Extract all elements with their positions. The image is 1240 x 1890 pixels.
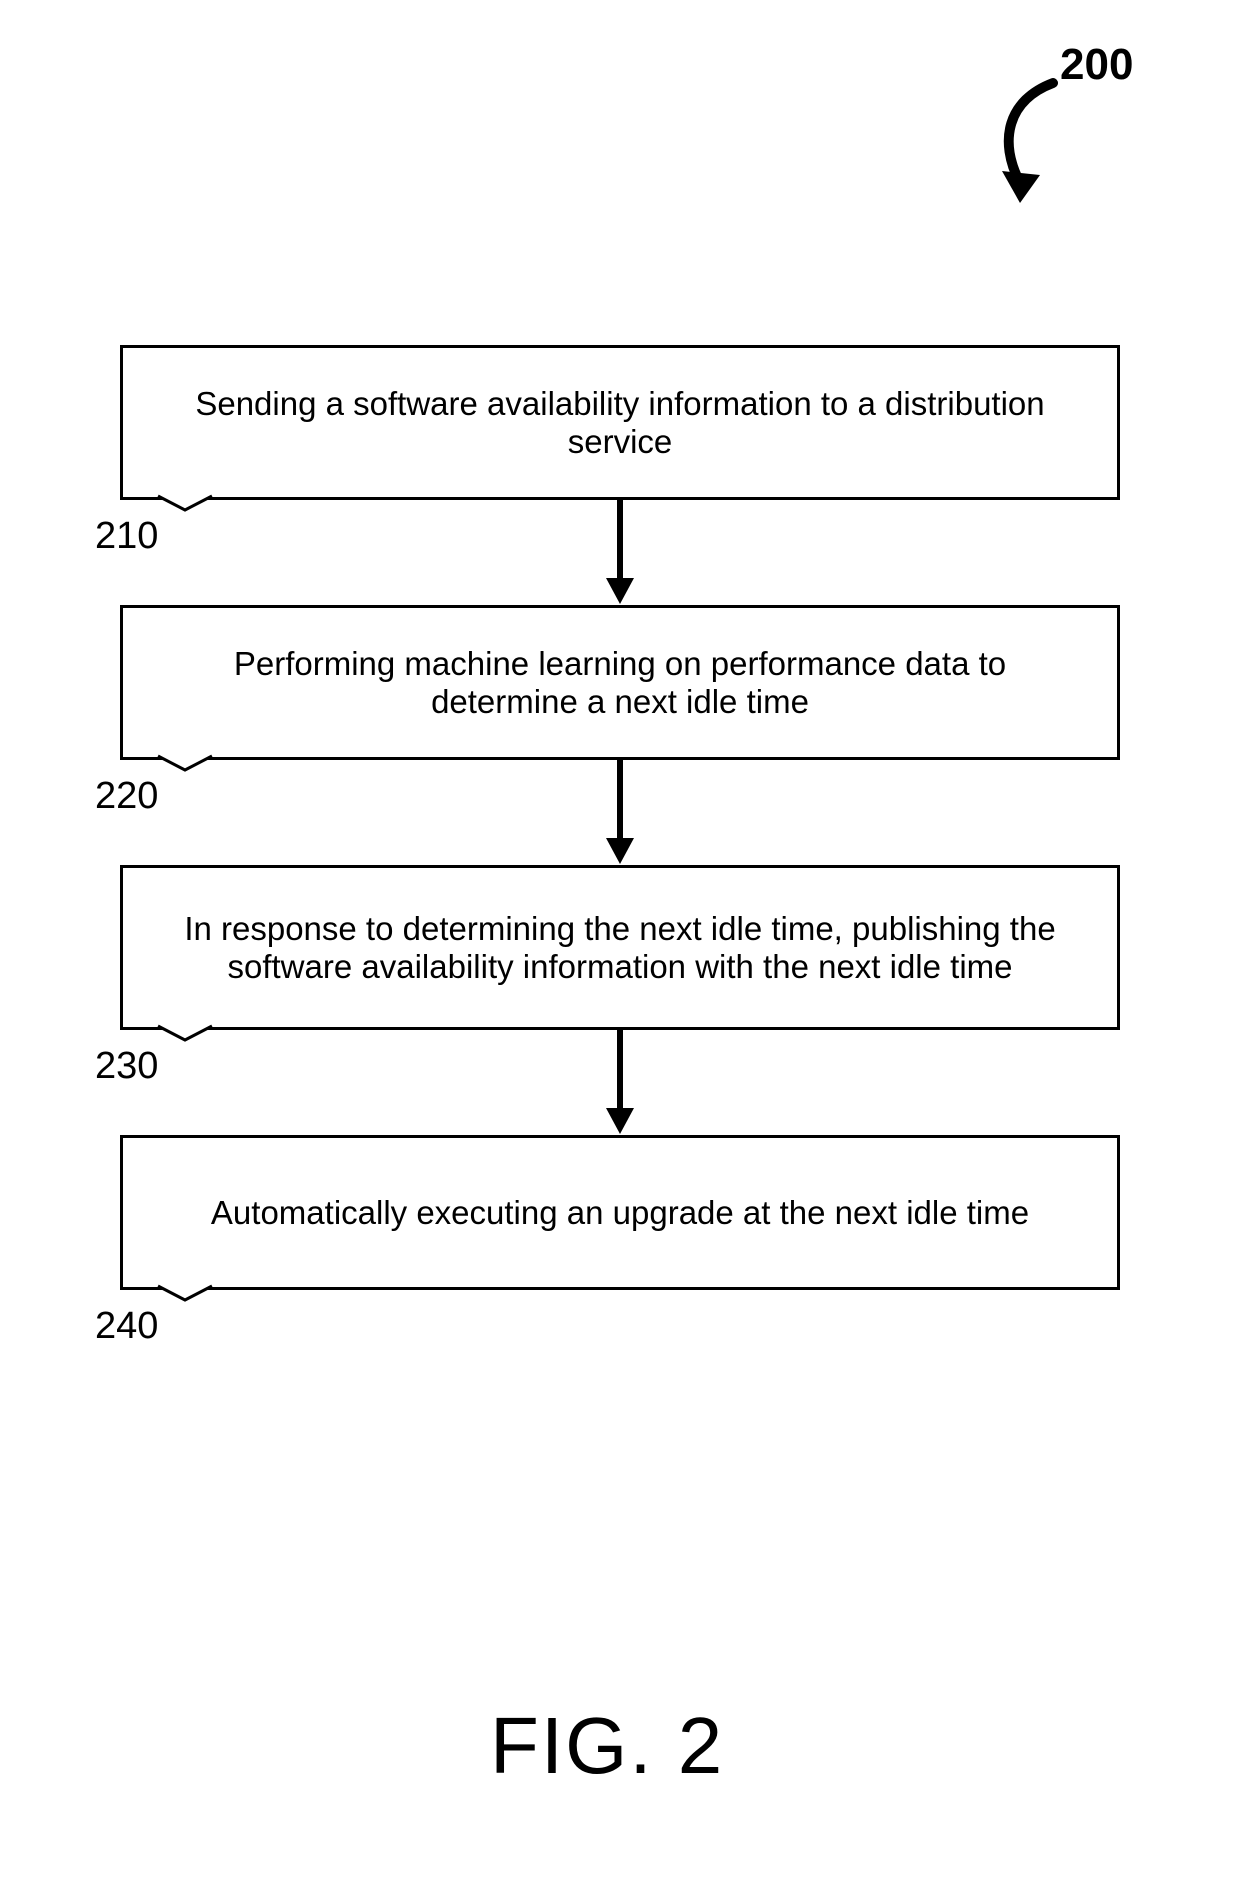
curved-arrow-icon (978, 75, 1098, 215)
step-label-240: 240 (95, 1305, 158, 1348)
box-notch (155, 753, 215, 775)
flow-step-text: In response to determining the next idle… (163, 910, 1077, 986)
arrow-head-icon (606, 578, 634, 604)
figure-caption: FIG. 2 (490, 1700, 724, 1792)
step-label-230: 230 (95, 1045, 158, 1088)
flow-step-text: Sending a software availability informat… (163, 385, 1077, 461)
arrow-line (617, 500, 623, 580)
box-notch (155, 493, 215, 515)
step-label-210: 210 (95, 515, 158, 558)
arrow-head-icon (606, 1108, 634, 1134)
flow-step-210: Sending a software availability informat… (120, 345, 1120, 500)
flow-step-text: Automatically executing an upgrade at th… (211, 1194, 1029, 1232)
arrow-head-icon (606, 838, 634, 864)
arrow-line (617, 760, 623, 840)
flow-step-text: Performing machine learning on performan… (163, 645, 1077, 721)
flow-step-220: Performing machine learning on performan… (120, 605, 1120, 760)
flow-step-230: In response to determining the next idle… (120, 865, 1120, 1030)
flowchart-canvas: 200 Sending a software availability info… (0, 0, 1240, 1890)
step-label-220: 220 (95, 775, 158, 818)
flow-step-240: Automatically executing an upgrade at th… (120, 1135, 1120, 1290)
arrow-line (617, 1030, 623, 1110)
box-notch (155, 1283, 215, 1305)
box-notch (155, 1023, 215, 1045)
